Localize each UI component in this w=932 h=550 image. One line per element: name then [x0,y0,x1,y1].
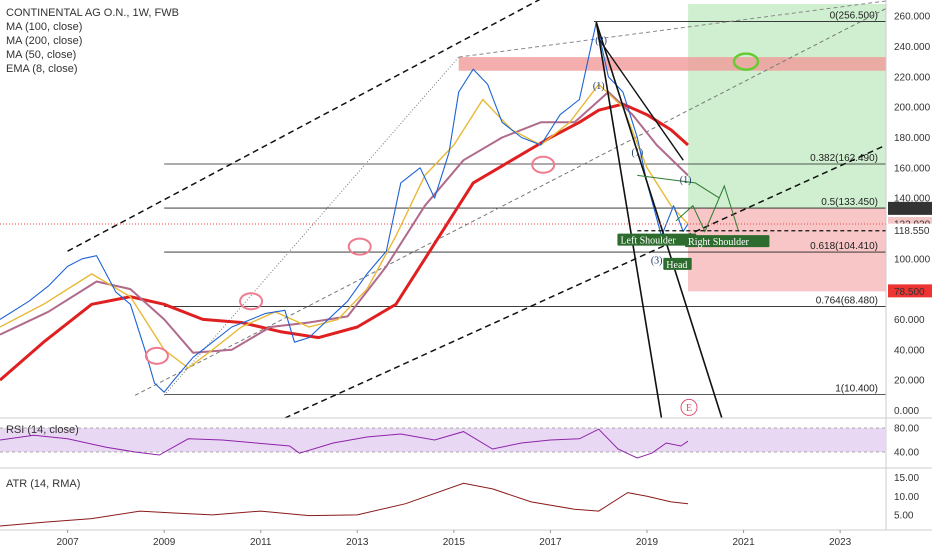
head-tag: Head [663,257,692,271]
legend-item-ma100[interactable]: MA (100, close) [6,21,83,33]
fib-label: 0.382(162.490) [810,153,878,164]
right-shoulder-tag-text: Right Shoulder [688,237,750,248]
triangle-upper-edge [637,174,720,199]
channel-lower-line [284,144,887,419]
fib-label: 0.764(68.480) [816,296,878,307]
y-tick-label: 160.000 [894,163,931,174]
x-tick-label: 2015 [443,537,466,548]
target-circle [732,52,760,71]
resistance-band [458,57,886,71]
atr-line [0,482,689,527]
stop-zone-red [688,208,886,292]
legend-item-ema8[interactable]: EMA (8, close) [6,63,78,75]
right-shoulder-tag: Right Shoulder [685,235,770,248]
y-tick-label: 260.000 [894,12,931,23]
legend-title: CONTINENTAL AG O.N., 1W, FWB [6,7,179,19]
downtrend-line-shallow [595,21,723,419]
atr-tick-label: 15.00 [894,473,919,484]
y-tick-label: 200.000 [894,103,931,114]
head-tag-text: Head [666,260,687,271]
y-tick-label: 0.000 [894,406,919,417]
price-tag-bg [888,201,932,215]
left-shoulder-tag-bg [617,233,697,246]
atr-pane-label: ATR (14, RMA) [6,478,81,490]
rsi-pane-label: RSI (14, close) [6,424,79,436]
series-ma100 [0,91,689,354]
fib-label: 0.5(133.450) [821,197,878,208]
left-shoulder-tag: Left Shoulder [617,233,697,247]
channel-mid-line [134,8,887,396]
x-tick-label: 2019 [636,537,659,548]
x-tick-label: 2011 [250,537,272,548]
rsi-band [0,428,886,452]
legend-item-ma50[interactable]: MA (50, close) [6,49,77,61]
wave-label: (2) [595,35,607,46]
e-circle-label: E [686,403,692,414]
y-tick-label: 100.000 [894,254,931,265]
price-tag-label: 118.550 [894,226,930,237]
fib-label: 0.618(104.410) [810,241,878,252]
series-ma200 [0,102,689,382]
y-tick-label: 220.000 [894,72,931,83]
rsi-tick-label: 80.00 [894,424,919,435]
rsi-tick-label: 40.00 [894,448,919,459]
y-tick-label: 20.000 [894,376,925,387]
left-shoulder-tag-text: Left Shoulder [620,236,676,247]
atr-tick-label: 10.00 [894,492,919,503]
y-tick-label: 60.000 [894,315,925,326]
y-tick-label: 180.000 [894,133,931,144]
wave-label: (1) [593,81,605,92]
series-price [0,21,689,393]
fib-label: 0(256.500) [830,10,878,21]
x-tick-label: 2023 [829,537,852,548]
downtrend-line-steep [595,22,663,419]
price-tag-bg [888,284,932,298]
y-tick-label: 40.000 [894,345,925,356]
trend-dotted-line [163,56,460,396]
highlight-circle [239,292,264,311]
atr-tick-label: 5.00 [894,510,914,521]
e-circle [680,398,698,416]
head-tag-bg [663,257,692,270]
price-tag-bg [888,223,932,237]
projection-zigzag [675,184,740,233]
wave-label: (1) [632,148,644,159]
y-tick-label: 240.000 [894,42,931,53]
x-tick-label: 2013 [346,537,369,548]
target-zone-green [688,4,886,209]
highlight-circle [347,237,372,256]
highlight-circle [144,346,169,365]
right-shoulder-tag-bg [685,235,770,248]
y-tick-label: 140.000 [894,194,931,205]
downtrend-line-upper [598,38,684,161]
chart-legend: CONTINENTAL AG O.N., 1W, FWB MA (100, cl… [6,6,179,76]
price-tag-label: 132.908 [894,204,931,215]
rsi-line [0,428,689,459]
price-tag-label: 78.500 [894,287,925,298]
fib-label: 1(10.400) [835,384,878,395]
x-tick-label: 2009 [153,537,176,548]
x-tick-label: 2007 [56,537,79,548]
legend-item-ma200[interactable]: MA (200, close) [6,35,83,47]
wave-label: (1) [680,175,692,186]
x-tick-label: 2021 [732,537,755,548]
channel-top-grey-line [458,0,887,58]
highlight-circle [531,155,556,174]
x-tick-label: 2017 [539,537,562,548]
wave-label: (3) [651,255,663,266]
series-ma50 [0,83,689,369]
